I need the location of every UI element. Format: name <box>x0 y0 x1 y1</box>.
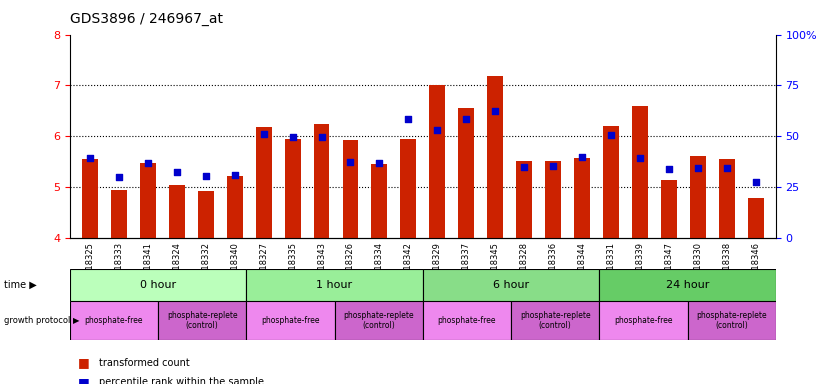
Text: transformed count: transformed count <box>99 358 190 368</box>
Point <box>170 169 183 175</box>
Bar <box>246 269 423 301</box>
Bar <box>687 301 776 340</box>
Text: phosphate-free: phosphate-free <box>614 316 672 325</box>
Point <box>517 164 530 170</box>
Bar <box>599 269 776 301</box>
Bar <box>140 163 156 238</box>
Bar <box>599 301 688 340</box>
Bar <box>574 158 590 238</box>
Point <box>257 131 270 137</box>
Bar <box>82 159 98 238</box>
Text: phosphate-free: phosphate-free <box>438 316 496 325</box>
Point <box>286 134 299 141</box>
Bar <box>285 139 300 238</box>
Point <box>749 179 762 185</box>
Text: percentile rank within the sample: percentile rank within the sample <box>99 377 264 384</box>
Text: growth protocol ▶: growth protocol ▶ <box>4 316 80 325</box>
Point <box>112 174 126 180</box>
Bar <box>487 76 503 238</box>
Bar <box>690 156 706 238</box>
Text: 24 hour: 24 hour <box>666 280 709 290</box>
Bar <box>516 161 532 238</box>
Bar <box>423 301 511 340</box>
Text: phosphate-replete
(control): phosphate-replete (control) <box>167 311 237 330</box>
Bar <box>335 301 423 340</box>
Point <box>200 173 213 179</box>
Point <box>228 172 241 179</box>
Text: 1 hour: 1 hour <box>316 280 353 290</box>
Bar <box>603 126 619 238</box>
Bar <box>70 269 246 301</box>
Text: phosphate-free: phosphate-free <box>85 316 143 325</box>
Bar <box>255 127 272 238</box>
Bar <box>246 301 335 340</box>
Bar <box>545 161 561 238</box>
Bar <box>632 106 648 238</box>
Text: ■: ■ <box>78 376 89 384</box>
Text: phosphate-free: phosphate-free <box>261 316 319 325</box>
Text: phosphate-replete
(control): phosphate-replete (control) <box>520 311 590 330</box>
Bar <box>111 190 127 238</box>
Point <box>401 116 415 122</box>
Point <box>547 163 560 169</box>
Point <box>460 116 473 122</box>
Point <box>315 134 328 141</box>
Bar <box>429 86 445 238</box>
Point <box>604 132 617 138</box>
Bar <box>342 141 359 238</box>
Text: ■: ■ <box>78 356 89 369</box>
Text: 0 hour: 0 hour <box>140 280 177 290</box>
Bar <box>70 301 158 340</box>
Bar <box>458 108 475 238</box>
Point <box>576 154 589 160</box>
Point <box>344 159 357 165</box>
Bar <box>158 301 246 340</box>
Point <box>431 127 444 133</box>
Bar <box>198 191 213 238</box>
Bar <box>401 139 416 238</box>
Bar <box>314 124 329 238</box>
Bar <box>227 176 243 238</box>
Point <box>691 165 704 171</box>
Bar <box>661 180 677 238</box>
Point <box>663 166 676 172</box>
Bar <box>511 301 599 340</box>
Point <box>720 165 733 171</box>
Bar <box>169 185 185 238</box>
Point <box>84 155 97 161</box>
Bar <box>748 199 764 238</box>
Text: time ▶: time ▶ <box>4 280 37 290</box>
Text: GDS3896 / 246967_at: GDS3896 / 246967_at <box>70 12 222 25</box>
Point <box>633 155 646 161</box>
Point <box>141 160 154 166</box>
Bar <box>423 269 599 301</box>
Text: phosphate-replete
(control): phosphate-replete (control) <box>343 311 414 330</box>
Text: phosphate-replete
(control): phosphate-replete (control) <box>696 311 767 330</box>
Text: 6 hour: 6 hour <box>493 280 530 290</box>
Bar <box>371 164 388 238</box>
Point <box>373 160 386 166</box>
Bar <box>718 159 735 238</box>
Point <box>488 108 502 114</box>
